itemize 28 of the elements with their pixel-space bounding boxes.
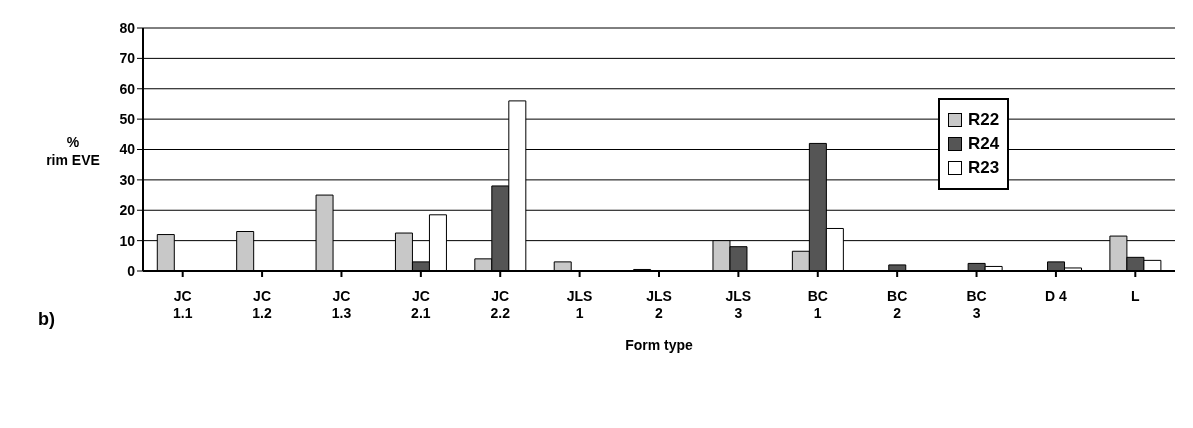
- x-tick-label: JC 2.1: [411, 288, 431, 321]
- x-tick-label: L: [1131, 288, 1141, 304]
- y-tick-label: 40: [119, 141, 136, 158]
- legend-label: R22: [968, 110, 1000, 130]
- x-tick-label: BC 3: [966, 288, 987, 321]
- legend-label: R23: [968, 158, 1000, 178]
- y-tick-label: 10: [119, 232, 136, 249]
- x-tick-label: JLS 2: [646, 288, 672, 321]
- x-tick-label: JC 1.2: [252, 288, 273, 321]
- y-tick-label: 60: [119, 80, 136, 97]
- text: b): [38, 309, 55, 330]
- y-tick-label: 20: [119, 202, 136, 219]
- y-axis-title: % rim EVE: [45, 133, 101, 169]
- y-tick-label: 50: [119, 111, 136, 128]
- y-tick-label: 30: [119, 171, 136, 188]
- legend-label: R24: [968, 134, 1000, 154]
- x-tick-label: JLS 3: [725, 288, 752, 321]
- y-tick-label: 70: [119, 50, 136, 67]
- x-tick-label: JLS 1: [566, 288, 593, 321]
- x-tick-label: D 4: [1045, 288, 1068, 304]
- x-axis-title: Form type: [624, 337, 694, 353]
- x-tick-label: BC 1: [807, 288, 828, 321]
- x-tick-label: JC 1.3: [331, 288, 352, 321]
- y-tick-label: 80: [119, 19, 136, 36]
- y-tick-label: 0: [127, 262, 136, 279]
- x-tick-label: JC 1.1: [172, 288, 193, 321]
- x-tick-label: JC 2.2: [490, 288, 511, 321]
- x-tick-label: BC 2: [887, 288, 908, 321]
